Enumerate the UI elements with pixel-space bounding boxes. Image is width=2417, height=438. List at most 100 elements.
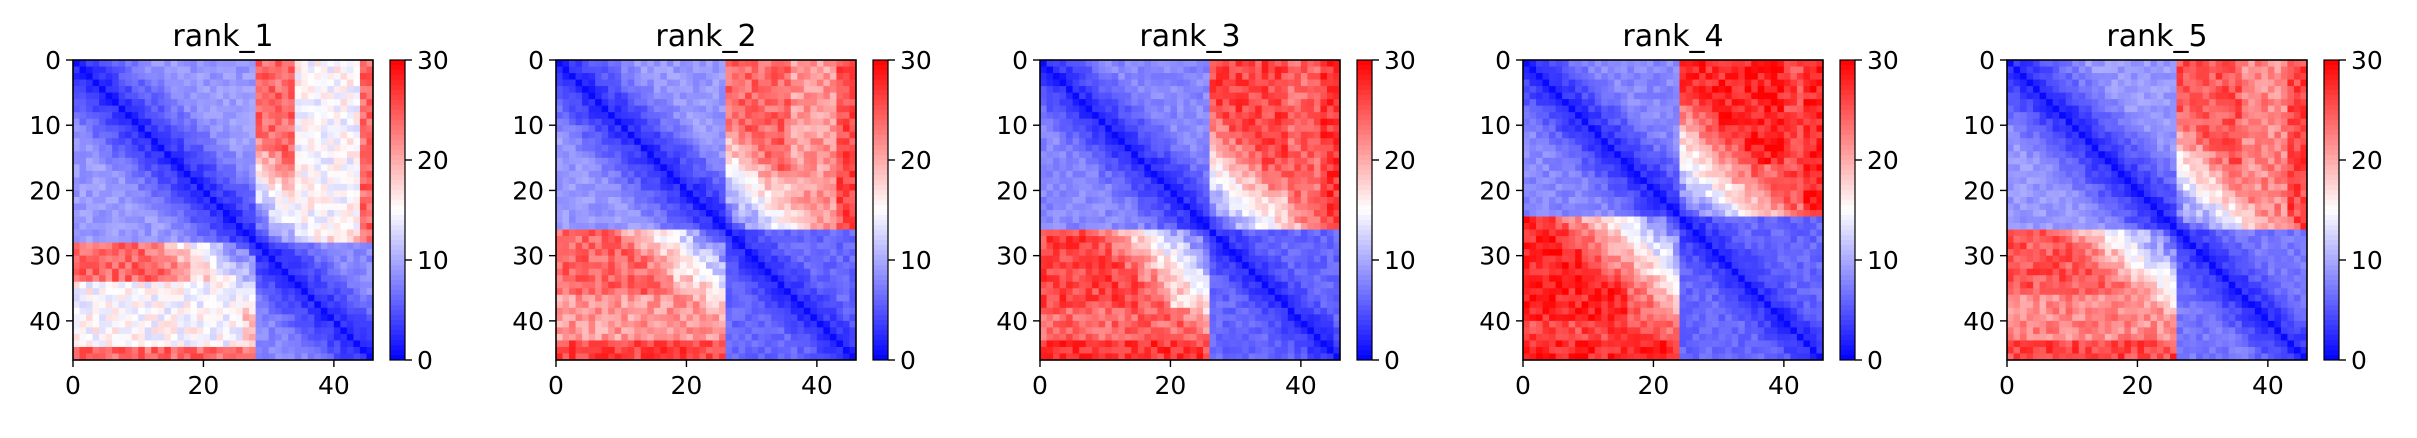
heatmap-cell: [849, 196, 857, 204]
heatmap-cell: [275, 99, 283, 107]
heatmap-cell: [249, 262, 257, 270]
heatmap-cell: [556, 138, 563, 146]
heatmap-cell: [164, 196, 172, 204]
heatmap-cell: [307, 249, 315, 257]
heatmap-cell: [582, 223, 590, 230]
heatmap-cell: [223, 170, 230, 178]
heatmap-cell: [823, 157, 831, 165]
heatmap-cell: [307, 112, 315, 120]
heatmap-cell: [164, 125, 172, 133]
heatmap-cell: [745, 255, 753, 263]
heatmap-cell: [151, 242, 159, 250]
colorbar-segment: [873, 260, 888, 266]
heatmap-cell: [595, 170, 603, 178]
heatmap-cell: [183, 275, 191, 283]
heatmap-cell: [588, 196, 596, 204]
heatmap-cell: [725, 86, 733, 94]
heatmap-cell: [203, 144, 211, 152]
heatmap-cell: [131, 99, 139, 107]
heatmap-cell: [170, 242, 178, 250]
heatmap-cell: [738, 268, 746, 276]
heatmap-cell: [712, 249, 720, 257]
heatmap-cell: [673, 268, 681, 276]
heatmap-cell: [1287, 86, 1295, 94]
heatmap-cell: [1163, 138, 1171, 146]
heatmap-cell: [275, 249, 283, 257]
heatmap-cell: [634, 223, 642, 230]
heatmap-cell: [177, 164, 185, 172]
heatmap-cell: [170, 196, 178, 204]
heatmap-cell: [86, 242, 93, 250]
heatmap-cell: [346, 275, 354, 283]
heatmap-cell: [333, 164, 341, 172]
heatmap-cell: [621, 294, 629, 302]
heatmap-cell: [79, 144, 87, 152]
heatmap-cell: [366, 229, 374, 237]
heatmap-cell: [621, 223, 629, 230]
heatmap-cell: [692, 105, 700, 113]
heatmap-cell: [614, 86, 622, 94]
heatmap-cell: [209, 340, 217, 348]
heatmap-cell: [614, 216, 622, 224]
y-tick-label: 10: [29, 111, 61, 140]
heatmap-cell: [236, 66, 243, 74]
heatmap-cell: [1098, 131, 1106, 139]
heatmap-cell: [725, 288, 733, 296]
heatmap-cell: [268, 196, 276, 204]
heatmap-cell: [183, 242, 191, 250]
heatmap-cell: [751, 73, 759, 80]
heatmap-cell: [1242, 66, 1250, 74]
colorbar-tick-label: 0: [417, 346, 433, 375]
heatmap-cell: [1287, 60, 1295, 67]
heatmap-cell: [810, 144, 818, 152]
heatmap-cell: [823, 73, 831, 80]
heatmap-cell: [223, 99, 230, 107]
heatmap-cell: [196, 281, 204, 289]
heatmap-cell: [346, 138, 354, 146]
heatmap-cell: [692, 236, 700, 244]
heatmap-cell: [1216, 138, 1224, 146]
heatmap-cell: [627, 131, 635, 139]
heatmap-cell: [771, 320, 779, 328]
heatmap-cell: [294, 183, 302, 191]
heatmap-cell: [79, 190, 87, 198]
heatmap-cell: [614, 327, 622, 335]
heatmap-cell: [262, 79, 270, 87]
heatmap-cell: [621, 138, 629, 146]
heatmap-cell: [647, 105, 655, 113]
heatmap-cell: [797, 99, 805, 107]
heatmap-cell: [692, 138, 700, 146]
heatmap-cell: [706, 138, 713, 146]
heatmap-cell: [1281, 73, 1289, 80]
heatmap-cell: [790, 327, 798, 335]
heatmap-cell: [190, 164, 198, 172]
heatmap-cell: [771, 92, 779, 100]
heatmap-cell: [601, 105, 609, 113]
heatmap-cell: [640, 203, 648, 211]
heatmap-cell: [1242, 73, 1250, 80]
heatmap-cell: [653, 138, 661, 146]
heatmap-cell: [666, 86, 674, 94]
heatmap-cell: [666, 79, 674, 87]
heatmap-cell: [1274, 99, 1282, 107]
heatmap-cell: [268, 262, 276, 270]
heatmap-cell: [1092, 66, 1100, 74]
heatmap-cell: [151, 236, 159, 244]
heatmap-cell: [810, 210, 818, 217]
heatmap-cell: [738, 151, 746, 159]
heatmap-cell: [1242, 125, 1250, 133]
heatmap-cell: [673, 125, 681, 133]
heatmap-cell: [353, 125, 361, 133]
heatmap-cell: [99, 216, 107, 224]
heatmap-cell: [190, 242, 198, 250]
heatmap-cell: [249, 255, 257, 263]
heatmap-cell: [758, 340, 766, 348]
heatmap-cell: [1190, 105, 1197, 113]
heatmap-cell: [242, 144, 250, 152]
heatmap-cell: [823, 183, 831, 191]
heatmap-cell: [170, 125, 178, 133]
heatmap-cell: [249, 196, 257, 204]
heatmap-cell: [307, 242, 315, 250]
heatmap-cell: [1313, 60, 1321, 67]
heatmap-cell: [118, 73, 126, 80]
